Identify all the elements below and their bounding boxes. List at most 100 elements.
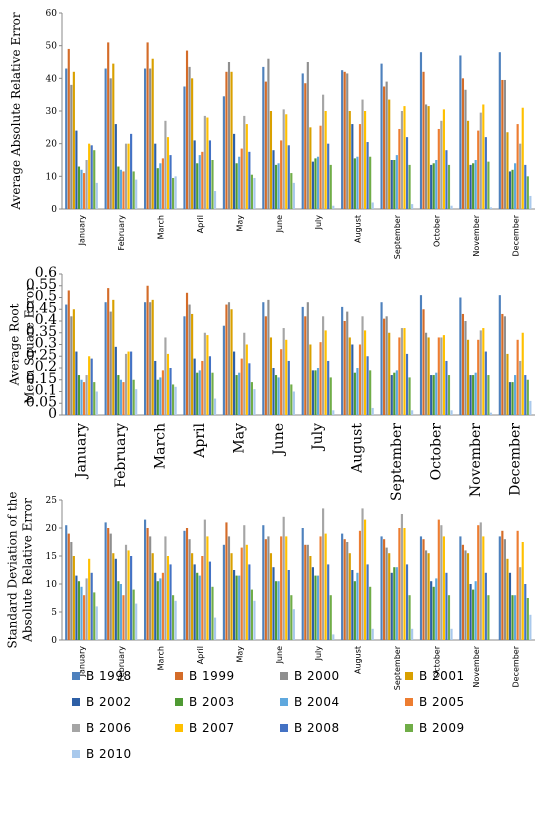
bar-b-2005-february [122, 382, 125, 415]
bar-b-2000-september [385, 81, 388, 209]
bar-b-2000-july [306, 302, 309, 415]
bar-b-2006-september [400, 514, 404, 640]
bar-b-2005-january [82, 595, 86, 640]
bar-b-2009-september [408, 164, 411, 209]
y-tick-label: 0.35 [26, 324, 57, 340]
bar-b-2000-may [227, 302, 231, 415]
x-tick-label-june: June [275, 215, 284, 234]
bar-b-2004-december [514, 163, 517, 209]
bar-b-2008-november [484, 137, 487, 209]
legend-label: B 2009 [419, 721, 465, 735]
bar-b-2004-december [514, 375, 517, 415]
bar-b-2000-february [109, 533, 112, 640]
bar-b-2003-october [432, 586, 435, 640]
bar-b-2003-july [314, 158, 317, 209]
bar-b-2001-august [348, 111, 351, 209]
bar-b-2010-july [332, 634, 335, 640]
bar-b-2010-june [292, 182, 295, 209]
bar-b-2009-march [172, 384, 175, 415]
bar-b-2010-may [253, 600, 256, 640]
bar-b-2003-june [274, 581, 278, 640]
bar-b-2000-march [149, 302, 152, 415]
bar-b-2004-february [119, 379, 122, 415]
bar-b-2006-october [440, 120, 443, 209]
bar-b-2010-december [529, 614, 532, 640]
bar-b-2007-october [442, 109, 445, 209]
bar-b-2001-november [466, 120, 470, 209]
bar-b-2006-january [85, 160, 88, 209]
bar-b-2005-august [358, 344, 362, 415]
bar-b-2001-november [466, 553, 470, 640]
bar-b-2006-august [361, 316, 364, 415]
bar-b-2008-july [327, 143, 330, 209]
bar-b-2009-february [132, 589, 135, 640]
bar-b-2007-february [127, 351, 130, 415]
bar-b-2002-october [430, 375, 433, 415]
bar-b-2002-may [233, 351, 236, 415]
x-tick-label-march: March [157, 646, 166, 670]
legend: B 1998 B 1999 B 2000 B 2001 B 2002 B 2003 B 20… [72, 669, 465, 761]
bar-b-1999-november [461, 78, 465, 209]
bar-b-2005-december [516, 124, 519, 209]
bar-b-2005-november [477, 339, 480, 415]
bar-b-2008-march [169, 155, 172, 209]
bar-b-2007-august [363, 111, 367, 209]
bar-b-1998-july [301, 73, 304, 210]
bar-b-1999-december [501, 79, 504, 209]
bar-b-2004-may [238, 372, 241, 415]
x-tick-label-november: November [472, 645, 481, 687]
y-tick-label: 5 [51, 608, 57, 618]
bar-b-2003-december [511, 382, 514, 415]
bar-b-2004-november [474, 581, 477, 640]
legend-swatch [405, 672, 413, 680]
y-tick-label: 0 [48, 406, 57, 422]
bar-b-2006-june [282, 109, 285, 209]
bar-b-2007-october [442, 335, 445, 415]
legend-label: B 2010 [86, 747, 132, 761]
bar-b-1998-june [262, 525, 265, 640]
bar-b-1998-december [498, 52, 501, 210]
bar-b-1998-april [183, 86, 186, 209]
bar-b-2000-october [425, 104, 428, 209]
bar-b-2008-march [169, 368, 172, 415]
bar-b-2004-july [316, 368, 320, 415]
x-tick-label-october: October [432, 645, 441, 678]
x-tick-label-august: August [354, 215, 363, 243]
y-tick-label: 40 [46, 74, 58, 84]
bar-b-2001-february [112, 553, 115, 640]
bar-b-2004-december [514, 595, 517, 640]
bar-b-2007-january [88, 143, 91, 209]
chart-average-root-mean-square-error: 00.050.10.150.20.250.30.350.40.450.50.55… [7, 265, 535, 501]
bar-b-2008-august [366, 564, 369, 640]
bar-b-1998-july [301, 528, 304, 640]
bar-b-2006-december [519, 360, 522, 415]
bar-b-2009-march [172, 177, 175, 209]
bar-b-2004-april [198, 575, 201, 640]
bar-b-1999-december [501, 313, 504, 415]
bar-b-2010-june [292, 609, 295, 640]
bar-b-2002-july [311, 161, 314, 209]
bar-b-2004-april [198, 155, 201, 209]
bar-b-2002-january [75, 575, 78, 640]
bar-b-1998-december [498, 536, 501, 640]
bar-b-2003-september [393, 372, 396, 415]
bar-b-2009-august [369, 156, 372, 209]
bar-b-2008-october [445, 360, 448, 415]
bar-b-2004-october [435, 372, 438, 415]
bar-b-2006-november [479, 522, 482, 640]
bar-b-2000-december [503, 79, 506, 209]
legend-item-b-2003: B 2003 [175, 695, 234, 709]
bar-b-2002-march [154, 360, 157, 415]
bar-b-2003-march [156, 379, 159, 415]
bar-b-2003-august [353, 372, 356, 415]
bar-b-2006-april [203, 115, 206, 209]
legend-item-b-1998: B 1998 [72, 669, 131, 683]
legend-swatch [175, 672, 183, 680]
bar-b-2005-august [358, 124, 362, 209]
bar-b-2002-april [193, 358, 196, 415]
bar-b-2009-june [290, 384, 293, 415]
bar-b-2007-july [324, 533, 327, 640]
bar-b-2000-january [70, 84, 73, 209]
bar-b-1999-november [461, 544, 465, 640]
bar-b-2001-november [466, 339, 470, 415]
